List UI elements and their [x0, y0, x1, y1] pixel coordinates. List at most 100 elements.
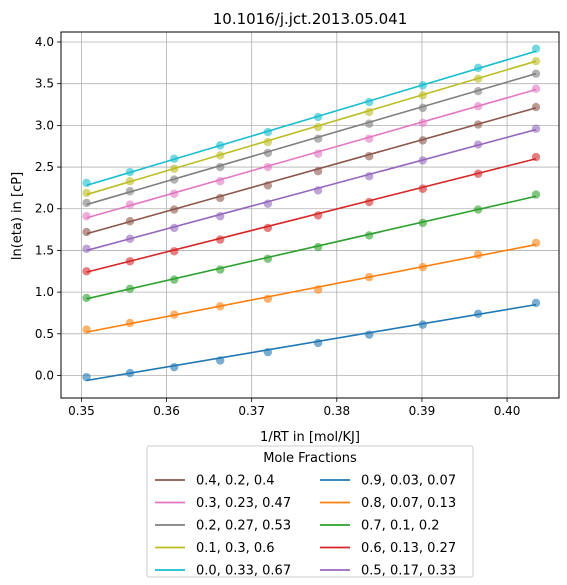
data-point [473, 86, 483, 96]
legend-label: 0.7, 0.1, 0.2 [361, 519, 440, 534]
data-point [473, 74, 483, 83]
data-point [531, 238, 541, 248]
y-tick-label: 1.0 [35, 285, 54, 299]
data-point [418, 91, 427, 100]
legend-label: 0.2, 0.27, 0.53 [196, 519, 291, 534]
data-point [364, 330, 374, 339]
data-point [170, 247, 179, 256]
data-point [263, 294, 273, 303]
fit-line [86, 303, 537, 382]
x-tick-label: 0.36 [153, 404, 180, 418]
y-tick-label: 2.0 [35, 202, 54, 216]
legend-label: 0.3, 0.23, 0.47 [196, 496, 291, 511]
x-axis-label: 1/RT in [mol/KJ] [260, 430, 360, 445]
x-tick-label: 0.37 [238, 404, 265, 418]
data-point [473, 309, 483, 318]
data-point [313, 285, 323, 294]
data-point [473, 205, 483, 214]
y-tick-label: 4.0 [35, 35, 54, 49]
data-point [473, 250, 483, 259]
data-point [215, 235, 225, 244]
data-point [531, 44, 541, 53]
fit-line [86, 60, 537, 196]
data-point [263, 199, 273, 208]
data-point [313, 134, 323, 143]
data-point [215, 151, 225, 160]
y-tick-label: 0.0 [35, 368, 54, 382]
fit-line [86, 157, 537, 273]
data-point [82, 267, 91, 276]
data-point [125, 187, 135, 196]
legend-entry: 0.2, 0.27, 0.53 [155, 519, 291, 534]
data-point [473, 63, 483, 73]
data-point [531, 190, 541, 199]
fit-line [86, 107, 537, 235]
data-point [418, 320, 427, 329]
data-point [215, 193, 225, 203]
data-point [313, 149, 323, 158]
legend-label: 0.6, 0.13, 0.27 [361, 541, 456, 556]
data-point [215, 302, 225, 311]
data-point [418, 136, 427, 145]
chart-title: 10.1016/j.jct.2013.05.041 [213, 10, 408, 28]
data-point [364, 134, 374, 143]
data-point [170, 154, 179, 163]
data-point [364, 152, 374, 161]
legend-entry: 0.0, 0.33, 0.67 [155, 564, 291, 579]
data-point [82, 372, 91, 382]
legend-title: Mole Fractions [263, 451, 357, 466]
data-point [125, 368, 135, 378]
y-tick-label: 1.5 [35, 243, 54, 257]
y-tick-label: 3.0 [35, 118, 54, 132]
data-point [125, 234, 135, 243]
fit-line [86, 243, 537, 333]
legend-entry: 0.5, 0.17, 0.33 [320, 564, 456, 579]
data-point [364, 272, 374, 282]
axes: 0.35 0.36 0.37 0.38 0.39 0.40 0.0 0.5 1.0 1.5 2.0 2… [35, 31, 560, 418]
data-point [364, 107, 374, 117]
data-point [531, 124, 541, 133]
fit-line [86, 88, 537, 219]
data-point [125, 167, 135, 177]
legend: Mole Fractions 0.4, 0.2, 0.4 0.3, 0.23, 0.… [146, 445, 474, 579]
data-point [313, 112, 323, 122]
data-point [263, 347, 273, 357]
data-point [125, 177, 135, 186]
data-point [82, 325, 91, 334]
fit-line [86, 72, 537, 206]
x-tick-label: 0.38 [323, 404, 350, 418]
data-point [418, 262, 427, 272]
data-point [473, 102, 483, 111]
data-point [170, 205, 179, 214]
legend-entry: 0.3, 0.23, 0.47 [155, 496, 291, 511]
legend-entry: 0.9, 0.03, 0.07 [320, 474, 456, 489]
data-point [215, 141, 225, 150]
data-point [170, 310, 179, 319]
data-point [418, 81, 427, 90]
data-point [125, 217, 135, 226]
data-point [531, 152, 541, 162]
data-point [215, 356, 225, 365]
data-point [170, 175, 179, 184]
data-point [263, 223, 273, 233]
legend-entry: 0.6, 0.13, 0.27 [320, 541, 456, 556]
data-point [125, 284, 135, 293]
fit-lines [86, 50, 537, 382]
data-point [531, 56, 541, 66]
data-point [170, 164, 179, 173]
legend-entry: 0.7, 0.1, 0.2 [320, 519, 440, 534]
y-axis-label: ln(eta) in [cP] [10, 172, 25, 260]
legend-label: 0.1, 0.3, 0.6 [196, 541, 275, 556]
data-point [313, 338, 323, 348]
data-point [125, 318, 135, 328]
legend-label: 0.8, 0.07, 0.13 [361, 496, 456, 511]
data-point [364, 231, 374, 240]
legend-label: 0.4, 0.2, 0.4 [196, 474, 275, 489]
data-point [313, 167, 323, 176]
data-point [82, 244, 91, 253]
legend-label: 0.9, 0.03, 0.07 [361, 474, 456, 489]
y-tick-label: 0.5 [35, 327, 54, 341]
data-point [263, 162, 273, 172]
data-point [418, 218, 427, 228]
